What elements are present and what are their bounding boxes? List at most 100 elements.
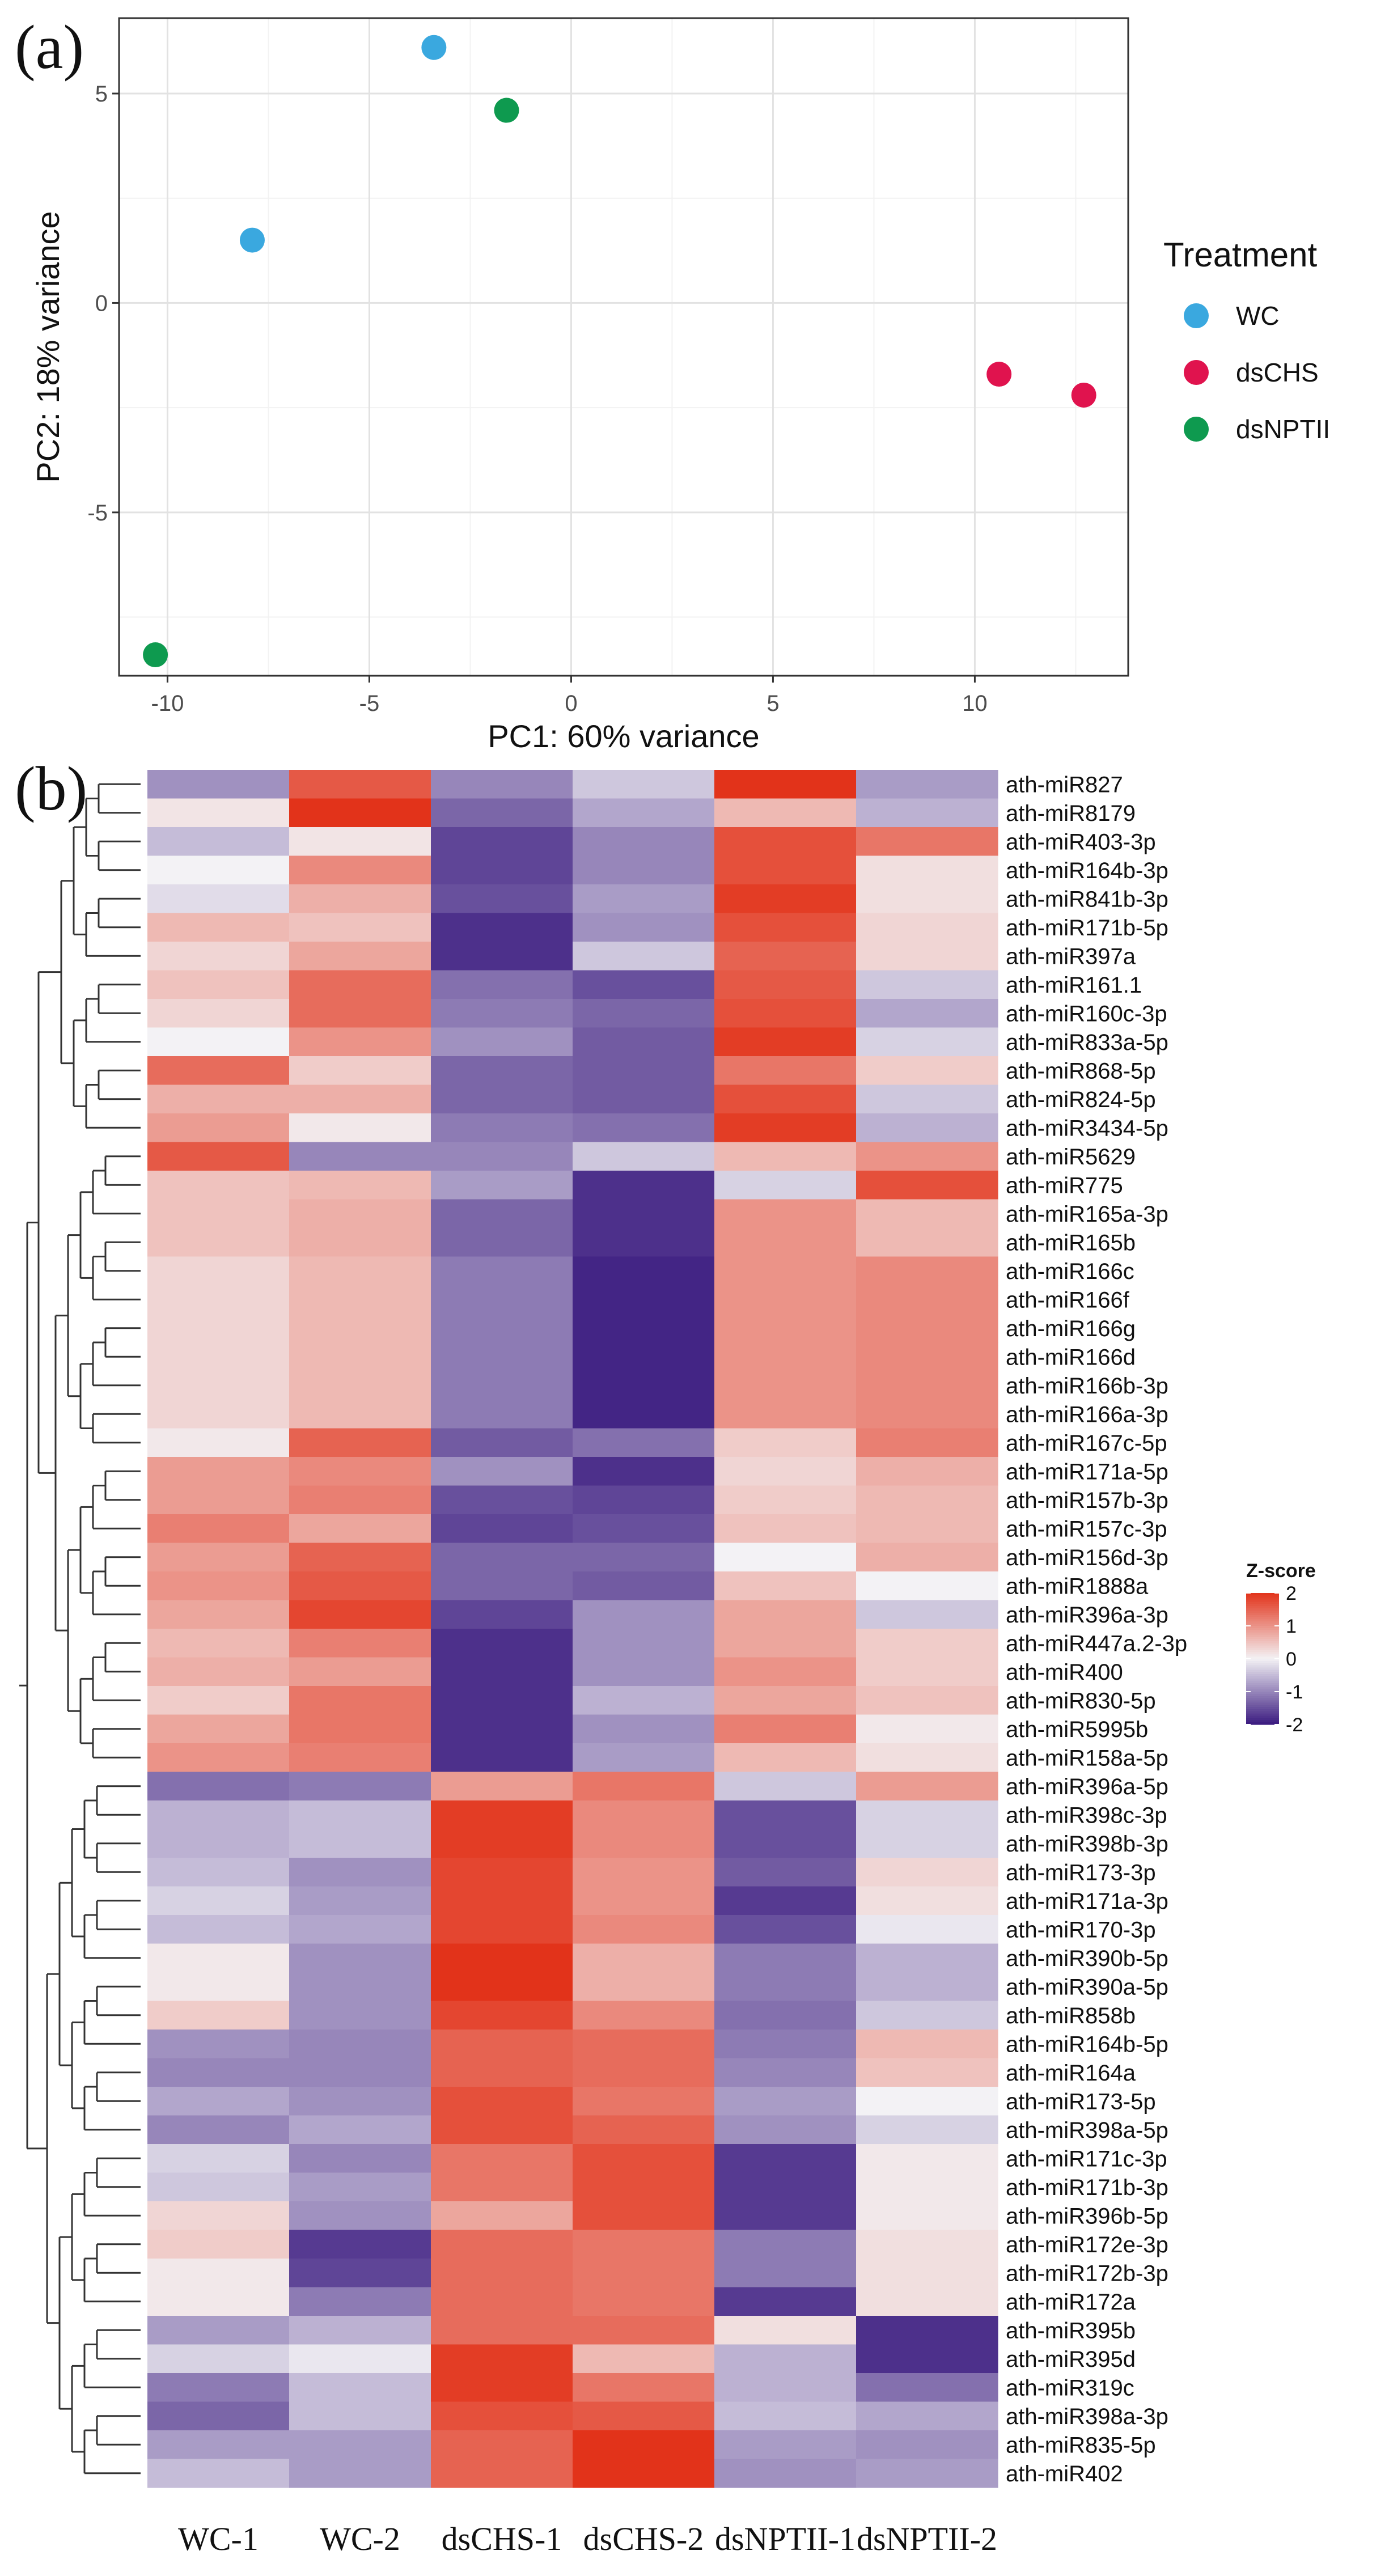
row-dendrogram	[19, 783, 141, 2475]
colorbar-segment	[1246, 1718, 1279, 1721]
heatmap-cell	[714, 2058, 857, 2087]
heatmap-cell	[147, 770, 290, 799]
x-tick-label: -5	[359, 691, 380, 716]
row-label: ath-miR398b-3p	[1006, 1832, 1168, 1857]
x-tick-label: -10	[151, 691, 184, 716]
heatmap-cell	[147, 1485, 290, 1515]
heatmap-cell	[289, 1027, 431, 1057]
heatmap-cell	[431, 1972, 573, 2002]
pca-scatter-plot: -10 -5 0 5 10 -5 0 5 PC1: 60% variance PC2: 18% v…	[30, 17, 1330, 754]
heatmap-cell	[431, 999, 573, 1028]
colorbar-segment	[1246, 1692, 1279, 1694]
x-tick-label: 5	[767, 691, 779, 716]
heatmap-cell	[431, 2058, 573, 2087]
heatmap-cell	[573, 2144, 715, 2174]
heatmap-cell	[289, 2058, 431, 2087]
heatmap-cell	[147, 1858, 290, 1887]
heatmap-cell	[573, 2459, 715, 2488]
row-label: ath-miR841b-3p	[1006, 887, 1168, 912]
heatmap-cell	[431, 1228, 573, 1257]
heatmap-cell	[289, 970, 431, 999]
heatmap-cell	[856, 2001, 998, 2030]
row-label: ath-miR5995b	[1006, 1717, 1148, 1742]
heatmap-cell	[289, 1256, 431, 1286]
heatmap-cell	[289, 1886, 431, 1916]
heatmap-cell	[573, 1829, 715, 1858]
row-label: ath-miR161.1	[1006, 973, 1142, 998]
heatmap-cell	[289, 2115, 431, 2145]
heatmap-cell	[289, 1772, 431, 1801]
heatmap-cell	[573, 2259, 715, 2288]
heatmap-cell	[431, 2115, 573, 2145]
heatmap-cell	[289, 1113, 431, 1143]
colorbar-segment	[1246, 1601, 1279, 1604]
row-label: ath-miR171b-3p	[1006, 2175, 1168, 2200]
row-label: ath-miR827	[1006, 772, 1123, 797]
heatmap-cell	[573, 1428, 715, 1458]
heatmap-cell	[147, 1686, 290, 1715]
heatmap-cell	[289, 2287, 431, 2316]
heatmap-cell	[147, 2373, 290, 2403]
colorbar-segment	[1246, 1685, 1279, 1688]
colorbar-segment	[1246, 1702, 1279, 1705]
colorbar-segment	[1246, 1707, 1279, 1710]
heatmap-cell	[856, 1314, 998, 1343]
heatmap-cell	[289, 2401, 431, 2431]
row-label: ath-miR166b-3p	[1006, 1374, 1168, 1399]
heatmap-cell	[856, 1371, 998, 1400]
data-point-dsnptii	[143, 642, 168, 668]
row-label: ath-miR5629	[1006, 1145, 1136, 1170]
row-label: ath-miR164b-3p	[1006, 858, 1168, 883]
heatmap-cell	[573, 1943, 715, 1973]
heatmap-cell	[573, 1915, 715, 1944]
heatmap-cell	[714, 1113, 857, 1143]
heatmap-cell	[856, 1142, 998, 1171]
heatmap-cell	[289, 1084, 431, 1114]
heatmap-cell	[856, 1943, 998, 1973]
heatmap-cell	[714, 1400, 857, 1429]
heatmap-cell	[147, 2087, 290, 2116]
heatmap-cell	[431, 1428, 573, 1458]
colorbar-segment	[1246, 1595, 1279, 1598]
heatmap-cell	[856, 1743, 998, 1773]
heatmap-cell	[856, 2401, 998, 2431]
heatmap-cell	[431, 1084, 573, 1114]
heatmap-cell	[289, 942, 431, 971]
heatmap-cell	[289, 913, 431, 942]
heatmap-cell	[431, 2259, 573, 2288]
heatmap-cell	[431, 855, 573, 885]
heatmap-cell	[147, 1428, 290, 1458]
y-tick-label: 5	[95, 82, 108, 107]
colorbar-segment	[1246, 1617, 1279, 1620]
heatmap-cell	[431, 884, 573, 914]
heatmap-cell	[714, 1772, 857, 1801]
heatmap-cell	[573, 970, 715, 999]
row-label: ath-miR160c-3p	[1006, 1001, 1167, 1026]
heatmap-cell	[147, 1256, 290, 1286]
heatmap-cell	[714, 770, 857, 799]
heatmap-cell	[714, 1571, 857, 1601]
heatmap-cell	[573, 2430, 715, 2460]
x-tick-label: 10	[962, 691, 988, 716]
legend-key-dsnptii	[1184, 417, 1209, 442]
heatmap-cell	[573, 1457, 715, 1486]
heatmap-cell	[431, 1943, 573, 1973]
heatmap-cell	[431, 2230, 573, 2259]
heatmap-cell	[289, 1514, 431, 1544]
heatmap-cell	[431, 1171, 573, 1200]
y-axis-title: PC2: 18% variance	[30, 211, 66, 482]
row-label: ath-miR835-5p	[1006, 2433, 1156, 2458]
colorbar-tick-label: -2	[1286, 1714, 1303, 1736]
heatmap-cell	[573, 1199, 715, 1228]
colorbar-segment	[1246, 1711, 1279, 1714]
heatmap-cell	[147, 2172, 290, 2202]
heatmap-cell	[714, 1285, 857, 1315]
heatmap-cell	[431, 2373, 573, 2403]
heatmap-cell	[573, 1743, 715, 1773]
heatmap-cell	[431, 1571, 573, 1601]
heatmap-cell	[856, 1428, 998, 1458]
colorbar-segment	[1246, 1647, 1279, 1651]
heatmap-cell	[573, 2344, 715, 2374]
heatmap-cell	[431, 1714, 573, 1744]
